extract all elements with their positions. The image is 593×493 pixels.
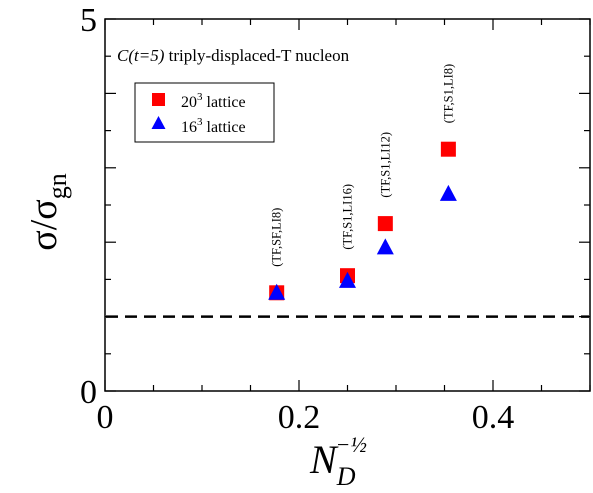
- x-tick-label: 0: [97, 399, 114, 436]
- chart-annotation: C(t=5) triply-displaced-T nucleon: [117, 46, 350, 65]
- legend-marker-20-lattice: [152, 93, 165, 106]
- x-axis-label: ND−½: [309, 432, 367, 491]
- y-axis-label: σ/σgn: [23, 173, 72, 251]
- data-point-triangle: [339, 271, 356, 288]
- y-tick-label: 5: [80, 2, 97, 39]
- legend-label-16-lattice: 163 lattice: [181, 116, 246, 136]
- legend: 203 lattice 163 lattice: [134, 82, 275, 143]
- point-labels: (TF,SF,LI8) (TF,S1,LI16) (TF,S1,LI12) (TF,S…: [270, 64, 456, 267]
- point-label: (TF,S1,LI12): [378, 132, 392, 198]
- legend-marker-16-lattice: [151, 116, 166, 129]
- y-tick-label: 0: [80, 374, 97, 411]
- data-point-square: [377, 216, 393, 232]
- ticks: 0 0.2 0.4 0 5: [80, 2, 591, 436]
- annotation-rest: triply-displaced-T nucleon: [164, 46, 349, 65]
- data-marks: [268, 141, 457, 301]
- point-label: (TF,SF,LI8): [270, 208, 284, 267]
- x-tick-label: 0.4: [472, 399, 515, 436]
- data-point-square: [440, 141, 456, 157]
- data-point-triangle: [268, 283, 286, 300]
- x-tick-label: 0.2: [278, 399, 321, 436]
- data-point-triangle: [376, 238, 394, 255]
- point-label: (TF,S1,LI16): [341, 184, 355, 250]
- annotation-func: C(t=5): [117, 46, 165, 65]
- series-20-lattice: [269, 141, 456, 301]
- series-16-lattice: [268, 184, 457, 300]
- legend-label-20-lattice: 203 lattice: [181, 91, 246, 111]
- point-label: (TF,S1,LI8): [441, 64, 455, 123]
- legend-box: [134, 82, 275, 143]
- data-point-triangle: [439, 184, 457, 201]
